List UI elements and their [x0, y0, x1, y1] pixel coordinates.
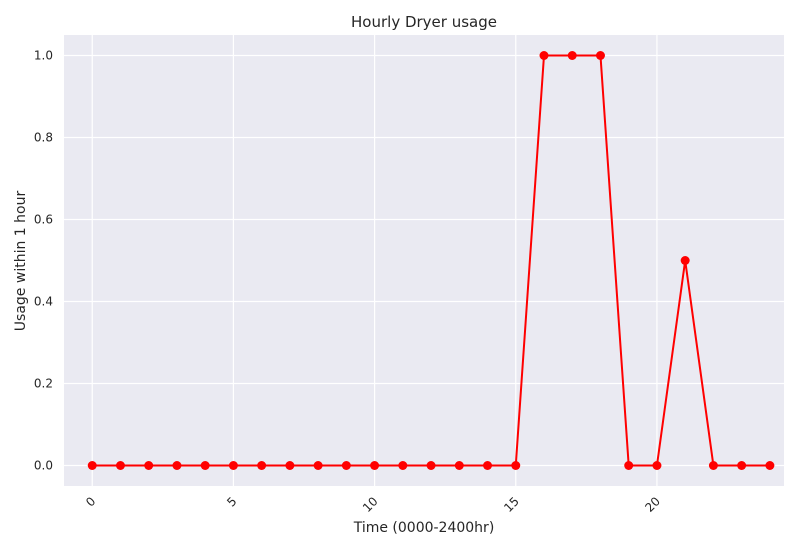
- x-tick-label: 0: [83, 494, 98, 509]
- series-group: [87, 51, 775, 470]
- data-point: [257, 461, 267, 470]
- data-point: [680, 256, 690, 265]
- data-point: [144, 461, 154, 470]
- y-tick-label: 0.6: [34, 213, 53, 227]
- data-point: [228, 461, 238, 470]
- data-point: [313, 461, 323, 470]
- x-tick-label: 15: [501, 494, 522, 515]
- data-point: [539, 51, 549, 60]
- x-axis-title: Time (0000-2400hr): [353, 520, 495, 536]
- data-point: [87, 461, 97, 470]
- data-point: [595, 51, 605, 60]
- data-point: [737, 461, 747, 470]
- x-tick-labels: 0 5 10 15 20: [83, 494, 663, 515]
- x-tick-label: 20: [642, 494, 663, 515]
- y-tick-label: 0.8: [34, 131, 53, 145]
- data-point: [511, 461, 521, 470]
- data-point: [200, 461, 210, 470]
- y-tick-label: 0.2: [34, 377, 53, 391]
- series-layer: [87, 51, 775, 470]
- data-point: [567, 51, 577, 60]
- y-axis-title: Usage within 1 hour: [13, 191, 29, 332]
- data-point: [115, 461, 125, 470]
- data-point: [454, 461, 464, 470]
- data-point: [708, 461, 718, 470]
- y-tick-labels: 0.0 0.2 0.4 0.6 0.8 1.0: [34, 49, 53, 473]
- data-point: [370, 461, 380, 470]
- data-point: [341, 461, 351, 470]
- x-tick-label: 5: [224, 494, 239, 509]
- x-tick-label: 10: [360, 494, 381, 515]
- chart-title: Hourly Dryer usage: [351, 13, 497, 31]
- data-point: [172, 461, 182, 470]
- grid: [64, 35, 784, 486]
- y-tick-label: 0.0: [34, 459, 53, 473]
- data-point: [426, 461, 436, 470]
- data-point: [652, 461, 662, 470]
- y-tick-label: 1.0: [34, 49, 53, 63]
- data-point: [398, 461, 408, 470]
- y-tick-label: 0.4: [34, 295, 53, 309]
- data-point: [624, 461, 634, 470]
- data-point: [765, 461, 775, 470]
- data-point: [285, 461, 295, 470]
- plot-background: [64, 35, 784, 486]
- data-point: [483, 461, 493, 470]
